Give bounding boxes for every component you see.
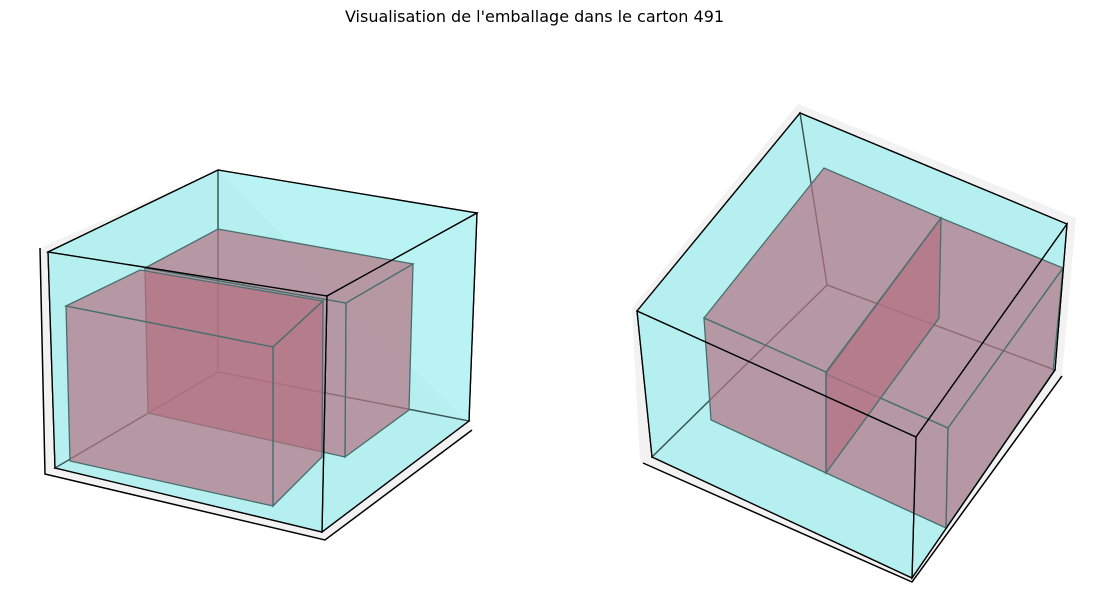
left-view	[39, 168, 479, 541]
left-carton-front	[45, 169, 479, 534]
left-axis-frame	[39, 247, 473, 541]
right-axis-frame	[642, 375, 1063, 583]
left-item-b	[63, 269, 325, 508]
right-view	[632, 104, 1076, 583]
right-carton-front	[635, 112, 1069, 581]
figure-title: Visualisation de l'emballage dans le car…	[344, 7, 725, 26]
